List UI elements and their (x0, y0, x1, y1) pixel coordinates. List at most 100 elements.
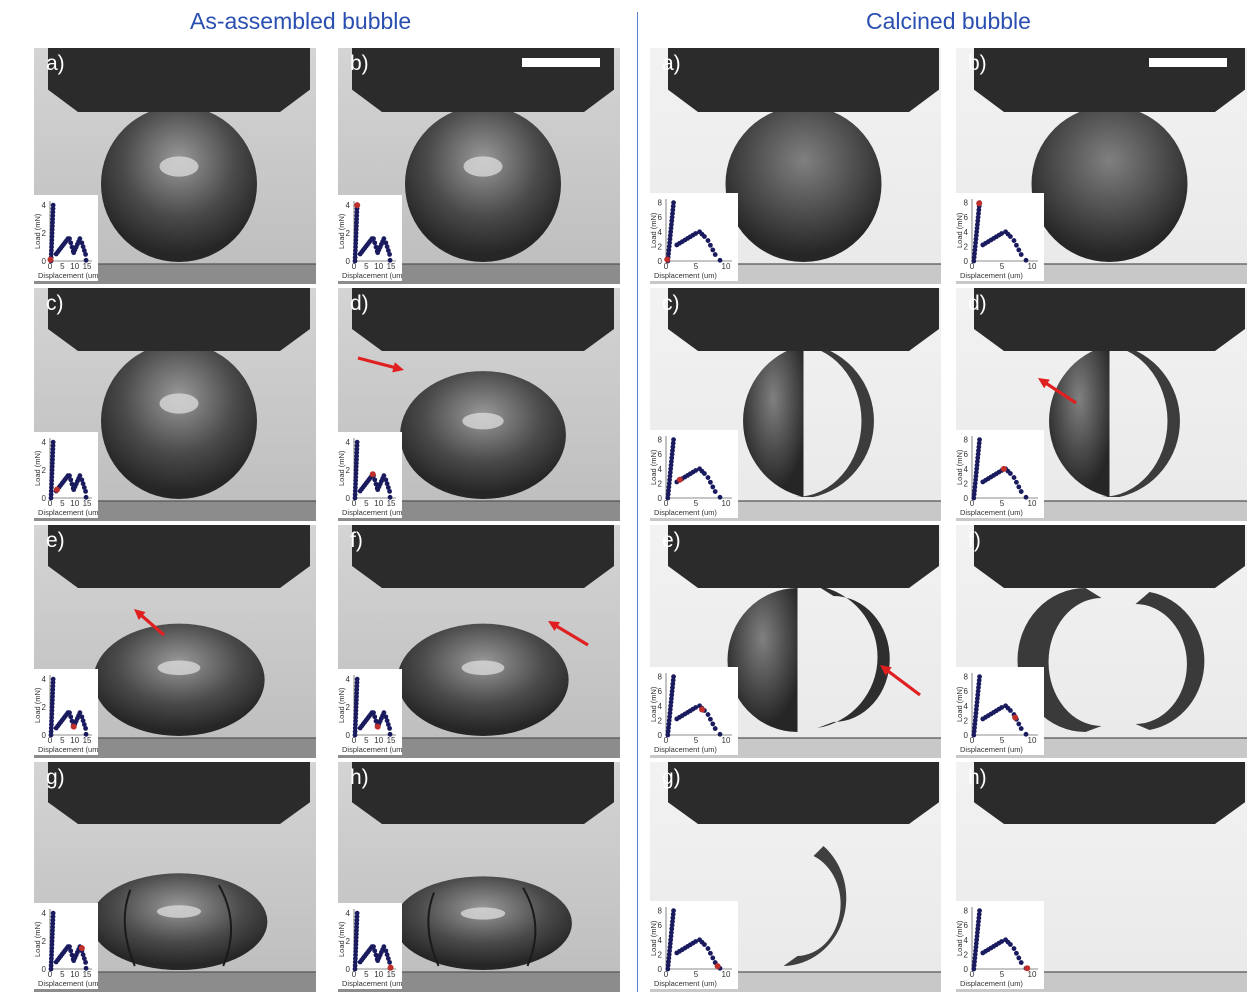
y-axis-label: Load (mN) (956, 212, 964, 248)
data-point (387, 488, 392, 494)
data-point (352, 485, 358, 490)
data-point (670, 203, 676, 209)
x-axis-label: Displacement (um) (342, 979, 402, 988)
data-point (383, 240, 389, 246)
x-axis-label: Displacement (um) (38, 508, 98, 517)
data-point (50, 443, 56, 449)
indenter-tip (352, 525, 614, 588)
y-axis-label: Load (mN) (338, 687, 346, 723)
data-point (81, 248, 87, 253)
current-point-marker (1000, 465, 1007, 472)
x-tick-label: 5 (1000, 970, 1005, 979)
data-point (712, 726, 718, 731)
data-point (67, 236, 72, 242)
data-point (50, 680, 56, 686)
load-displacement-inset: 0 5 10 15 0 2 4 Displacement (um) Load (mN) (338, 195, 402, 281)
data-point (372, 240, 378, 246)
shell-fragment-right (1135, 592, 1205, 730)
data-point (354, 213, 360, 219)
indenter-tip (352, 762, 614, 824)
data-point (353, 464, 359, 470)
x-tick-label: 10 (722, 262, 731, 271)
data-point (83, 965, 89, 971)
calcined-panel-g: g) 0 5 10 0 2 4 6 8 Displacement (um) Load (mN) (650, 762, 941, 992)
load-displacement-inset: 0 5 10 15 0 2 4 Displacement (um) Load (mN) (338, 432, 402, 518)
data-point (80, 481, 86, 487)
data-point (667, 944, 673, 950)
data-point (971, 732, 977, 738)
highlight (461, 660, 505, 676)
data-point (49, 931, 55, 937)
data-point (972, 952, 978, 957)
data-point (1008, 942, 1013, 947)
data-point (717, 731, 723, 737)
data-point (971, 728, 977, 734)
red-arrow (134, 609, 166, 637)
data-point (1023, 731, 1029, 737)
data-point (669, 459, 674, 464)
data-point (666, 488, 671, 494)
data-point (668, 703, 674, 709)
y-tick-label: 0 (42, 731, 47, 740)
data-point (81, 956, 87, 961)
data-point (352, 732, 358, 738)
data-point (81, 485, 87, 490)
data-point (353, 935, 359, 941)
x-tick-label: 10 (374, 736, 383, 745)
bubble (397, 623, 569, 736)
x-axis-label: Displacement (um) (960, 745, 1023, 754)
data-point (666, 952, 672, 957)
data-point (371, 944, 376, 950)
data-point (705, 946, 711, 951)
data-point (667, 710, 673, 716)
data-point (999, 231, 1005, 236)
data-point (972, 481, 978, 486)
data-point (50, 910, 56, 916)
data-point (977, 908, 982, 914)
divider-line (637, 12, 638, 992)
data-point (972, 484, 978, 490)
data-point (68, 948, 74, 954)
panel-label: c) (46, 292, 64, 315)
data-point (972, 725, 977, 731)
data-point (971, 495, 977, 501)
title-as-assembled: As-assembled bubble (190, 8, 412, 34)
x-axis-label: Displacement (um) (654, 745, 717, 754)
data-point (387, 251, 392, 257)
x-tick-label: 5 (1000, 736, 1005, 745)
data-point (973, 240, 978, 246)
data-point (670, 919, 675, 924)
data-point (976, 677, 982, 683)
data-point (353, 474, 359, 480)
data-point (353, 949, 359, 954)
data-point (972, 244, 978, 249)
data-point (50, 914, 56, 920)
data-point (49, 237, 55, 243)
data-point (372, 714, 378, 720)
x-tick-label: 15 (387, 970, 396, 979)
y-tick-label: 4 (964, 936, 969, 945)
data-point (671, 674, 676, 680)
y-axis-label: Load (mN) (650, 686, 658, 722)
data-point (1016, 247, 1022, 253)
data-point (708, 242, 713, 248)
data-point (352, 963, 358, 968)
data-point (354, 910, 360, 916)
highlight (463, 156, 503, 177)
y-tick-label: 6 (964, 450, 969, 459)
data-point (353, 952, 358, 958)
data-point (666, 251, 671, 257)
data-point (49, 701, 55, 707)
indenter-tip (668, 762, 939, 824)
data-point (666, 959, 671, 965)
data-point (354, 694, 359, 700)
data-point (971, 962, 977, 968)
data-point (49, 471, 55, 476)
assembled-panel-g: g) 0 5 10 15 0 2 4 Displacement (um) Load (mN) (34, 762, 316, 992)
data-point (83, 731, 89, 737)
data-point (354, 443, 360, 449)
data-point (352, 492, 358, 497)
data-point (974, 462, 980, 468)
red-arrow (880, 665, 921, 697)
data-point (354, 216, 360, 222)
